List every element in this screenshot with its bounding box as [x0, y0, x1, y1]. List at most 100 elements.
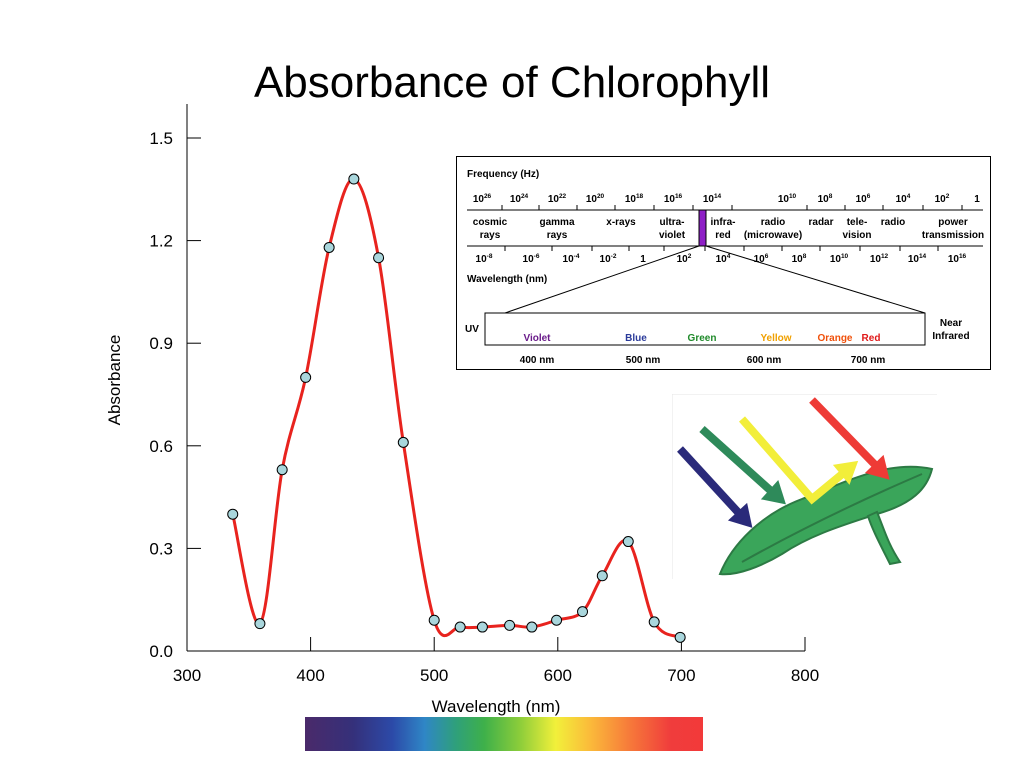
light-arrows	[677, 397, 890, 528]
page-title: Absorbance of Chlorophyll	[253, 58, 771, 107]
data-point	[227, 508, 239, 520]
wavelength-label: 1016	[948, 253, 967, 265]
data-point	[504, 619, 516, 631]
near-infrared-label-1: Near	[940, 318, 962, 329]
data-point	[300, 371, 312, 383]
nm-label: 600 nm	[747, 355, 782, 366]
y-axis-title: Absorbance	[105, 335, 124, 426]
spectrum-region-label: infra-	[711, 217, 736, 228]
arrow-head	[832, 460, 859, 485]
wavelength-label: 1010	[830, 253, 849, 265]
spectrum-region-label: radar	[808, 217, 833, 228]
leaf-light-illustration	[672, 394, 937, 579]
spectrum-region-label: red	[715, 230, 731, 241]
color-name-orange: Orange	[817, 333, 852, 344]
x-tick-label: 300	[173, 666, 201, 685]
spectrum-region-label: (microwave)	[744, 230, 802, 241]
x-axis-title: Wavelength (nm)	[432, 697, 561, 716]
wavelength-label: 108	[792, 253, 807, 265]
color-name-blue: Blue	[625, 333, 647, 344]
visible-color-bar	[305, 717, 703, 751]
spectrum-regions: cosmic rays gamma rays x-rays ultra-violet inf…	[473, 217, 984, 241]
data-point	[254, 618, 266, 630]
frequency-heading: Frequency (Hz)	[467, 169, 539, 180]
arrow-head	[760, 479, 786, 505]
uv-label: UV	[465, 324, 479, 335]
wavelength-scale: 10-8 10-6 10-4 10-2 1 102 104 106 108 1010 1012 101…	[476, 246, 967, 265]
data-point	[622, 536, 634, 548]
wavelength-label: 1	[640, 254, 646, 265]
data-point	[323, 241, 335, 253]
nm-label: 400 nm	[520, 355, 555, 366]
wavelength-label: 1012	[870, 253, 889, 265]
wavelength-label: 10-4	[563, 253, 580, 265]
data-point	[551, 614, 563, 626]
data-point	[596, 570, 608, 582]
spectrum-region-label: x-rays	[606, 217, 636, 228]
wavelength-label: 10-6	[523, 253, 540, 265]
frequency-label: 1018	[625, 193, 644, 205]
data-point	[476, 621, 488, 633]
spectrum-region-label: radio	[881, 217, 905, 228]
frequency-label: 108	[818, 193, 833, 205]
frequency-label: 1020	[586, 193, 605, 205]
absorbance-line	[231, 177, 681, 639]
frequency-label: 1010	[778, 193, 797, 205]
spectrum-diagram: Frequency (Hz) 1026 1024 1022 1020 1018 1016 1…	[465, 169, 984, 366]
data-point	[526, 621, 538, 633]
color-name-yellow: Yellow	[760, 333, 791, 344]
y-tick-label: 0.9	[149, 334, 173, 353]
data-point	[454, 621, 466, 633]
light-arrow	[677, 446, 750, 525]
frequency-label: 104	[896, 193, 911, 205]
wavelength-label: 10-8	[476, 253, 493, 265]
electromagnetic-spectrum-inset: Frequency (Hz) 1026 1024 1022 1020 1018 1016 1…	[456, 156, 991, 370]
x-tick-label: 800	[791, 666, 819, 685]
visible-light-band	[698, 209, 707, 247]
zoom-line-left	[504, 245, 700, 314]
x-axis-ticks: 300 400 500 600 700 800	[173, 637, 819, 685]
spectrum-region-label: violet	[659, 230, 686, 241]
y-tick-label: 0.6	[149, 437, 173, 456]
near-infrared-label-2: Infrared	[932, 331, 969, 342]
frequency-label: 1026	[473, 193, 492, 205]
y-tick-label: 1.5	[149, 129, 173, 148]
arrow-head	[727, 502, 753, 528]
y-tick-label: 0.0	[149, 642, 173, 661]
visible-nm-labels: 400 nm 500 nm 600 nm 700 nm	[520, 355, 886, 366]
spectrum-region-label: transmission	[922, 230, 984, 241]
spectrum-region-label: cosmic	[473, 217, 508, 228]
frequency-label: 1014	[703, 193, 722, 205]
frequency-label: 1	[974, 194, 980, 205]
wavelength-label: 106	[754, 253, 769, 265]
frequency-label: 1024	[510, 193, 529, 205]
zoom-line-right	[705, 245, 926, 314]
visible-spectrum-box	[484, 312, 926, 346]
spectrum-region-label: ultra-	[660, 217, 685, 228]
spectrum-region-label: tele-	[847, 217, 868, 228]
nm-label: 700 nm	[851, 355, 886, 366]
color-name-violet: Violet	[523, 333, 551, 344]
data-points	[227, 173, 686, 643]
spectrum-region-label: radio	[761, 217, 785, 228]
data-point	[276, 464, 288, 476]
light-arrow	[809, 397, 887, 477]
y-axis-ticks: 0.0 0.3 0.6 0.9 1.2 1.5	[149, 129, 201, 661]
visible-color-names: Violet Blue Green Yellow Orange Red	[523, 333, 880, 344]
color-name-green: Green	[688, 333, 717, 344]
frequency-label: 1022	[548, 193, 567, 205]
wavelength-label: 1014	[908, 253, 927, 265]
spectrum-region-label: gamma	[539, 217, 574, 228]
data-point	[428, 614, 440, 626]
x-tick-label: 600	[544, 666, 572, 685]
data-point	[674, 631, 686, 643]
spectrum-region-label: power	[938, 217, 968, 228]
x-tick-label: 500	[420, 666, 448, 685]
wavelength-label: 10-2	[600, 253, 617, 265]
y-tick-label: 1.2	[149, 232, 173, 251]
frequency-label: 106	[856, 193, 871, 205]
x-tick-label: 700	[667, 666, 695, 685]
spectrum-region-label: vision	[843, 230, 872, 241]
light-arrow	[699, 426, 783, 502]
data-point	[397, 436, 409, 448]
